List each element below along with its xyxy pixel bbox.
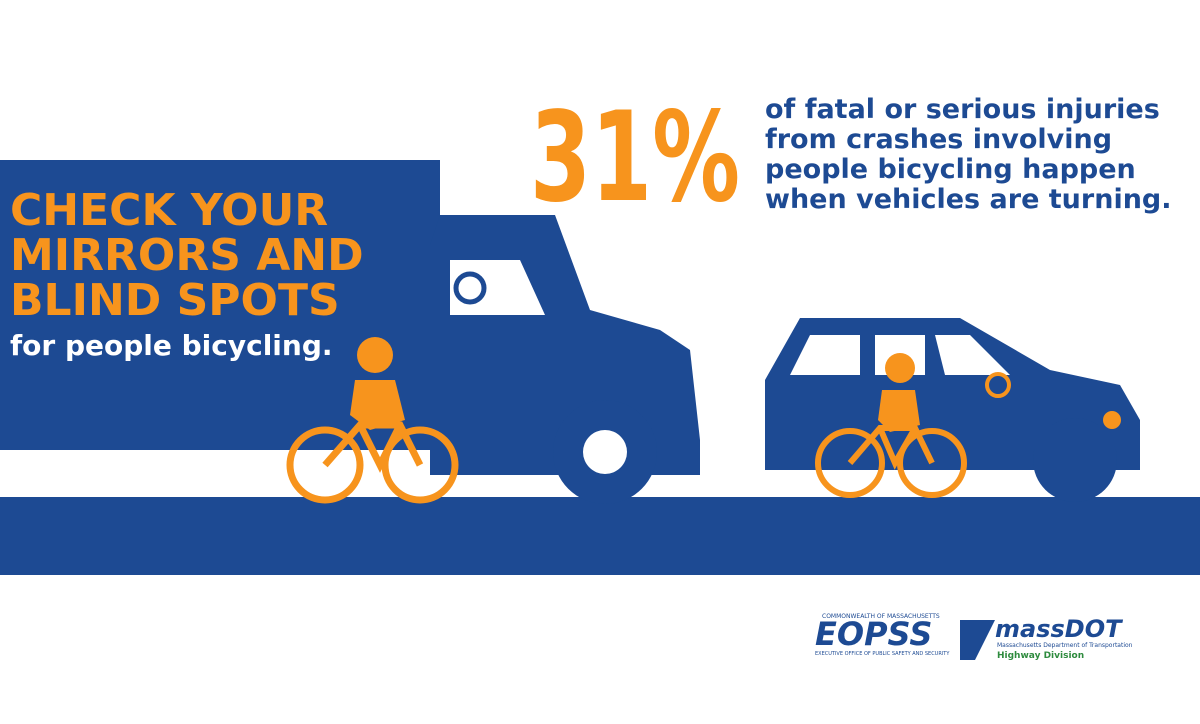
massdot-mark [960, 620, 995, 660]
logo-text: Highway Division [997, 651, 1084, 661]
road [0, 497, 1200, 575]
driver [453, 271, 487, 305]
cyclist [878, 353, 920, 432]
headline-line: BLIND SPOTS [10, 275, 340, 326]
logo-text: Massachusetts Department of Transportati… [997, 642, 1133, 649]
logo-massdot: massDOT [995, 615, 1123, 643]
headline-line: MIRRORS AND [10, 230, 364, 281]
stat-line: of fatal or serious injuries [765, 94, 1160, 125]
turn-signal [1103, 411, 1121, 429]
logo-eopss: EOPSS [815, 615, 932, 653]
logo-text: COMMONWEALTH OF MASSACHUSETTS [822, 613, 940, 620]
bicycle [815, 425, 967, 498]
stat-line: from crashes involving [765, 124, 1112, 155]
logo-text: EXECUTIVE OFFICE OF PUBLIC SAFETY AND SE… [815, 651, 950, 657]
mirror [985, 372, 1011, 398]
headline: CHECK YOUR MIRRORS AND BLIND SPOTS [10, 185, 364, 326]
headline-sub: for people bicycling. [10, 329, 333, 362]
stat-line: when vehicles are turning. [765, 184, 1172, 215]
truck [0, 160, 700, 504]
cyclist [350, 337, 405, 430]
stat-figure: 31% [530, 86, 740, 230]
headline-line: CHECK YOUR [10, 185, 328, 236]
stat-text: of fatal or serious injuries from crashe… [765, 94, 1172, 215]
stat-line: people bicycling happen [765, 154, 1136, 185]
